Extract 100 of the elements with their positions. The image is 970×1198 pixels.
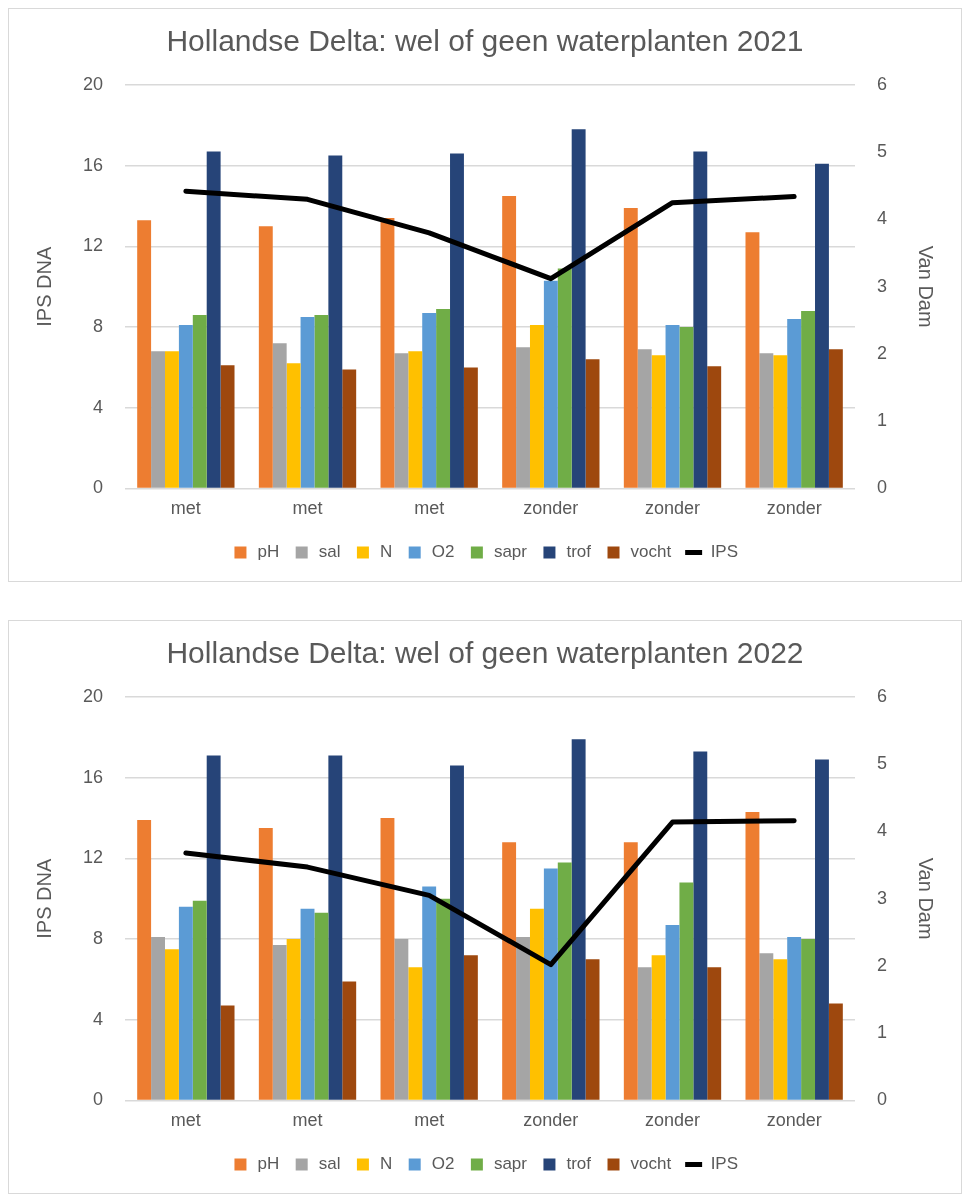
- x-tick-label: zonder: [644, 498, 701, 519]
- bar: [220, 365, 235, 488]
- bar: [571, 129, 586, 488]
- y2-tick-label: 5: [876, 753, 887, 774]
- bar: [773, 959, 788, 1100]
- bar: [516, 937, 530, 1100]
- bar: [707, 967, 722, 1100]
- bar: [665, 325, 680, 488]
- x-tick-label: zonder: [644, 1110, 701, 1131]
- bar: [206, 151, 221, 488]
- y2-tick-label: 5: [876, 141, 887, 162]
- bar: [394, 353, 409, 488]
- bar: [314, 912, 329, 1100]
- x-tick-label: zonder: [523, 498, 579, 519]
- x-tick-label: zonder: [523, 1110, 579, 1131]
- bar: [543, 280, 558, 488]
- y2-tick-label: 1: [876, 1022, 887, 1043]
- legend-label: sal: [318, 542, 341, 562]
- legend-label: N: [379, 1154, 393, 1174]
- bar: [679, 882, 694, 1100]
- bar: [529, 325, 544, 488]
- bar: [272, 945, 287, 1100]
- bar: [192, 314, 207, 488]
- bar: [637, 967, 652, 1100]
- bar: [585, 359, 600, 488]
- legend-label: pH: [257, 1154, 280, 1174]
- bar: [502, 842, 517, 1100]
- bar: [543, 868, 558, 1100]
- bar: [787, 937, 802, 1100]
- bar: [192, 900, 207, 1100]
- y2-axis-title: Van Dam: [915, 245, 938, 328]
- y-axis-title: IPS DNA: [32, 246, 55, 327]
- legend-label: O2: [431, 1154, 455, 1174]
- bar: [651, 355, 666, 488]
- y-tick-label: 20: [82, 685, 104, 706]
- bar: [300, 908, 315, 1100]
- bar: [422, 312, 437, 488]
- bar: [450, 765, 464, 1100]
- y2-axis-title: Van Dam: [915, 857, 938, 940]
- bar: [571, 739, 586, 1100]
- y2-tick-label: 4: [876, 820, 887, 841]
- bar: [342, 981, 357, 1100]
- bar: [137, 820, 152, 1100]
- bar: [314, 314, 329, 488]
- bar: [773, 355, 788, 488]
- legend-label: sapr: [493, 1154, 528, 1174]
- bar: [220, 1005, 235, 1100]
- x-tick-label: met: [414, 1110, 445, 1131]
- bar: [165, 949, 179, 1100]
- legend-label: IPS: [710, 542, 739, 562]
- bar: [828, 349, 843, 488]
- legend-label: trof: [566, 542, 592, 562]
- bar: [745, 811, 760, 1100]
- bar: [759, 353, 774, 488]
- y-tick-label: 8: [93, 316, 104, 337]
- legend-label: pH: [257, 542, 280, 562]
- bar: [300, 316, 315, 488]
- y2-tick-label: 1: [876, 410, 887, 431]
- bar: [815, 759, 829, 1100]
- bar: [137, 220, 152, 488]
- y-axis-title: IPS DNA: [32, 858, 55, 939]
- bar: [623, 208, 638, 488]
- y2-tick-label: 0: [876, 477, 887, 498]
- bar: [380, 818, 395, 1100]
- bar: [557, 862, 572, 1100]
- bar: [450, 153, 464, 488]
- bar: [436, 898, 451, 1100]
- y2-tick-label: 0: [876, 1089, 887, 1110]
- bar: [258, 828, 273, 1100]
- y-tick-label: 0: [93, 1089, 104, 1110]
- y2-tick-label: 2: [876, 342, 887, 363]
- bar: [328, 155, 343, 488]
- legend-label: IPS: [710, 1154, 739, 1174]
- bar: [679, 327, 694, 488]
- y-tick-label: 16: [82, 766, 104, 787]
- y-tick-label: 8: [93, 928, 104, 949]
- bar: [787, 318, 802, 488]
- bar: [165, 351, 179, 488]
- bar: [178, 325, 193, 488]
- x-tick-label: met: [170, 498, 201, 519]
- legend-label: trof: [566, 1154, 592, 1174]
- bar: [693, 751, 708, 1100]
- legend-label: O2: [431, 542, 455, 562]
- bar: [801, 310, 816, 488]
- bar: [637, 349, 652, 488]
- bar: [436, 308, 451, 488]
- x-tick-label: met: [414, 498, 445, 519]
- x-tick-label: zonder: [766, 498, 822, 519]
- bar: [557, 268, 572, 488]
- y2-tick-label: 2: [876, 954, 887, 975]
- bar: [801, 939, 816, 1100]
- x-tick-label: zonder: [766, 1110, 822, 1131]
- bar: [651, 955, 666, 1100]
- bar: [759, 953, 774, 1100]
- bar: [585, 959, 600, 1100]
- bar: [693, 151, 708, 488]
- bar: [828, 1003, 843, 1100]
- bar: [422, 886, 437, 1100]
- bar: [502, 195, 517, 488]
- bar: [286, 939, 301, 1100]
